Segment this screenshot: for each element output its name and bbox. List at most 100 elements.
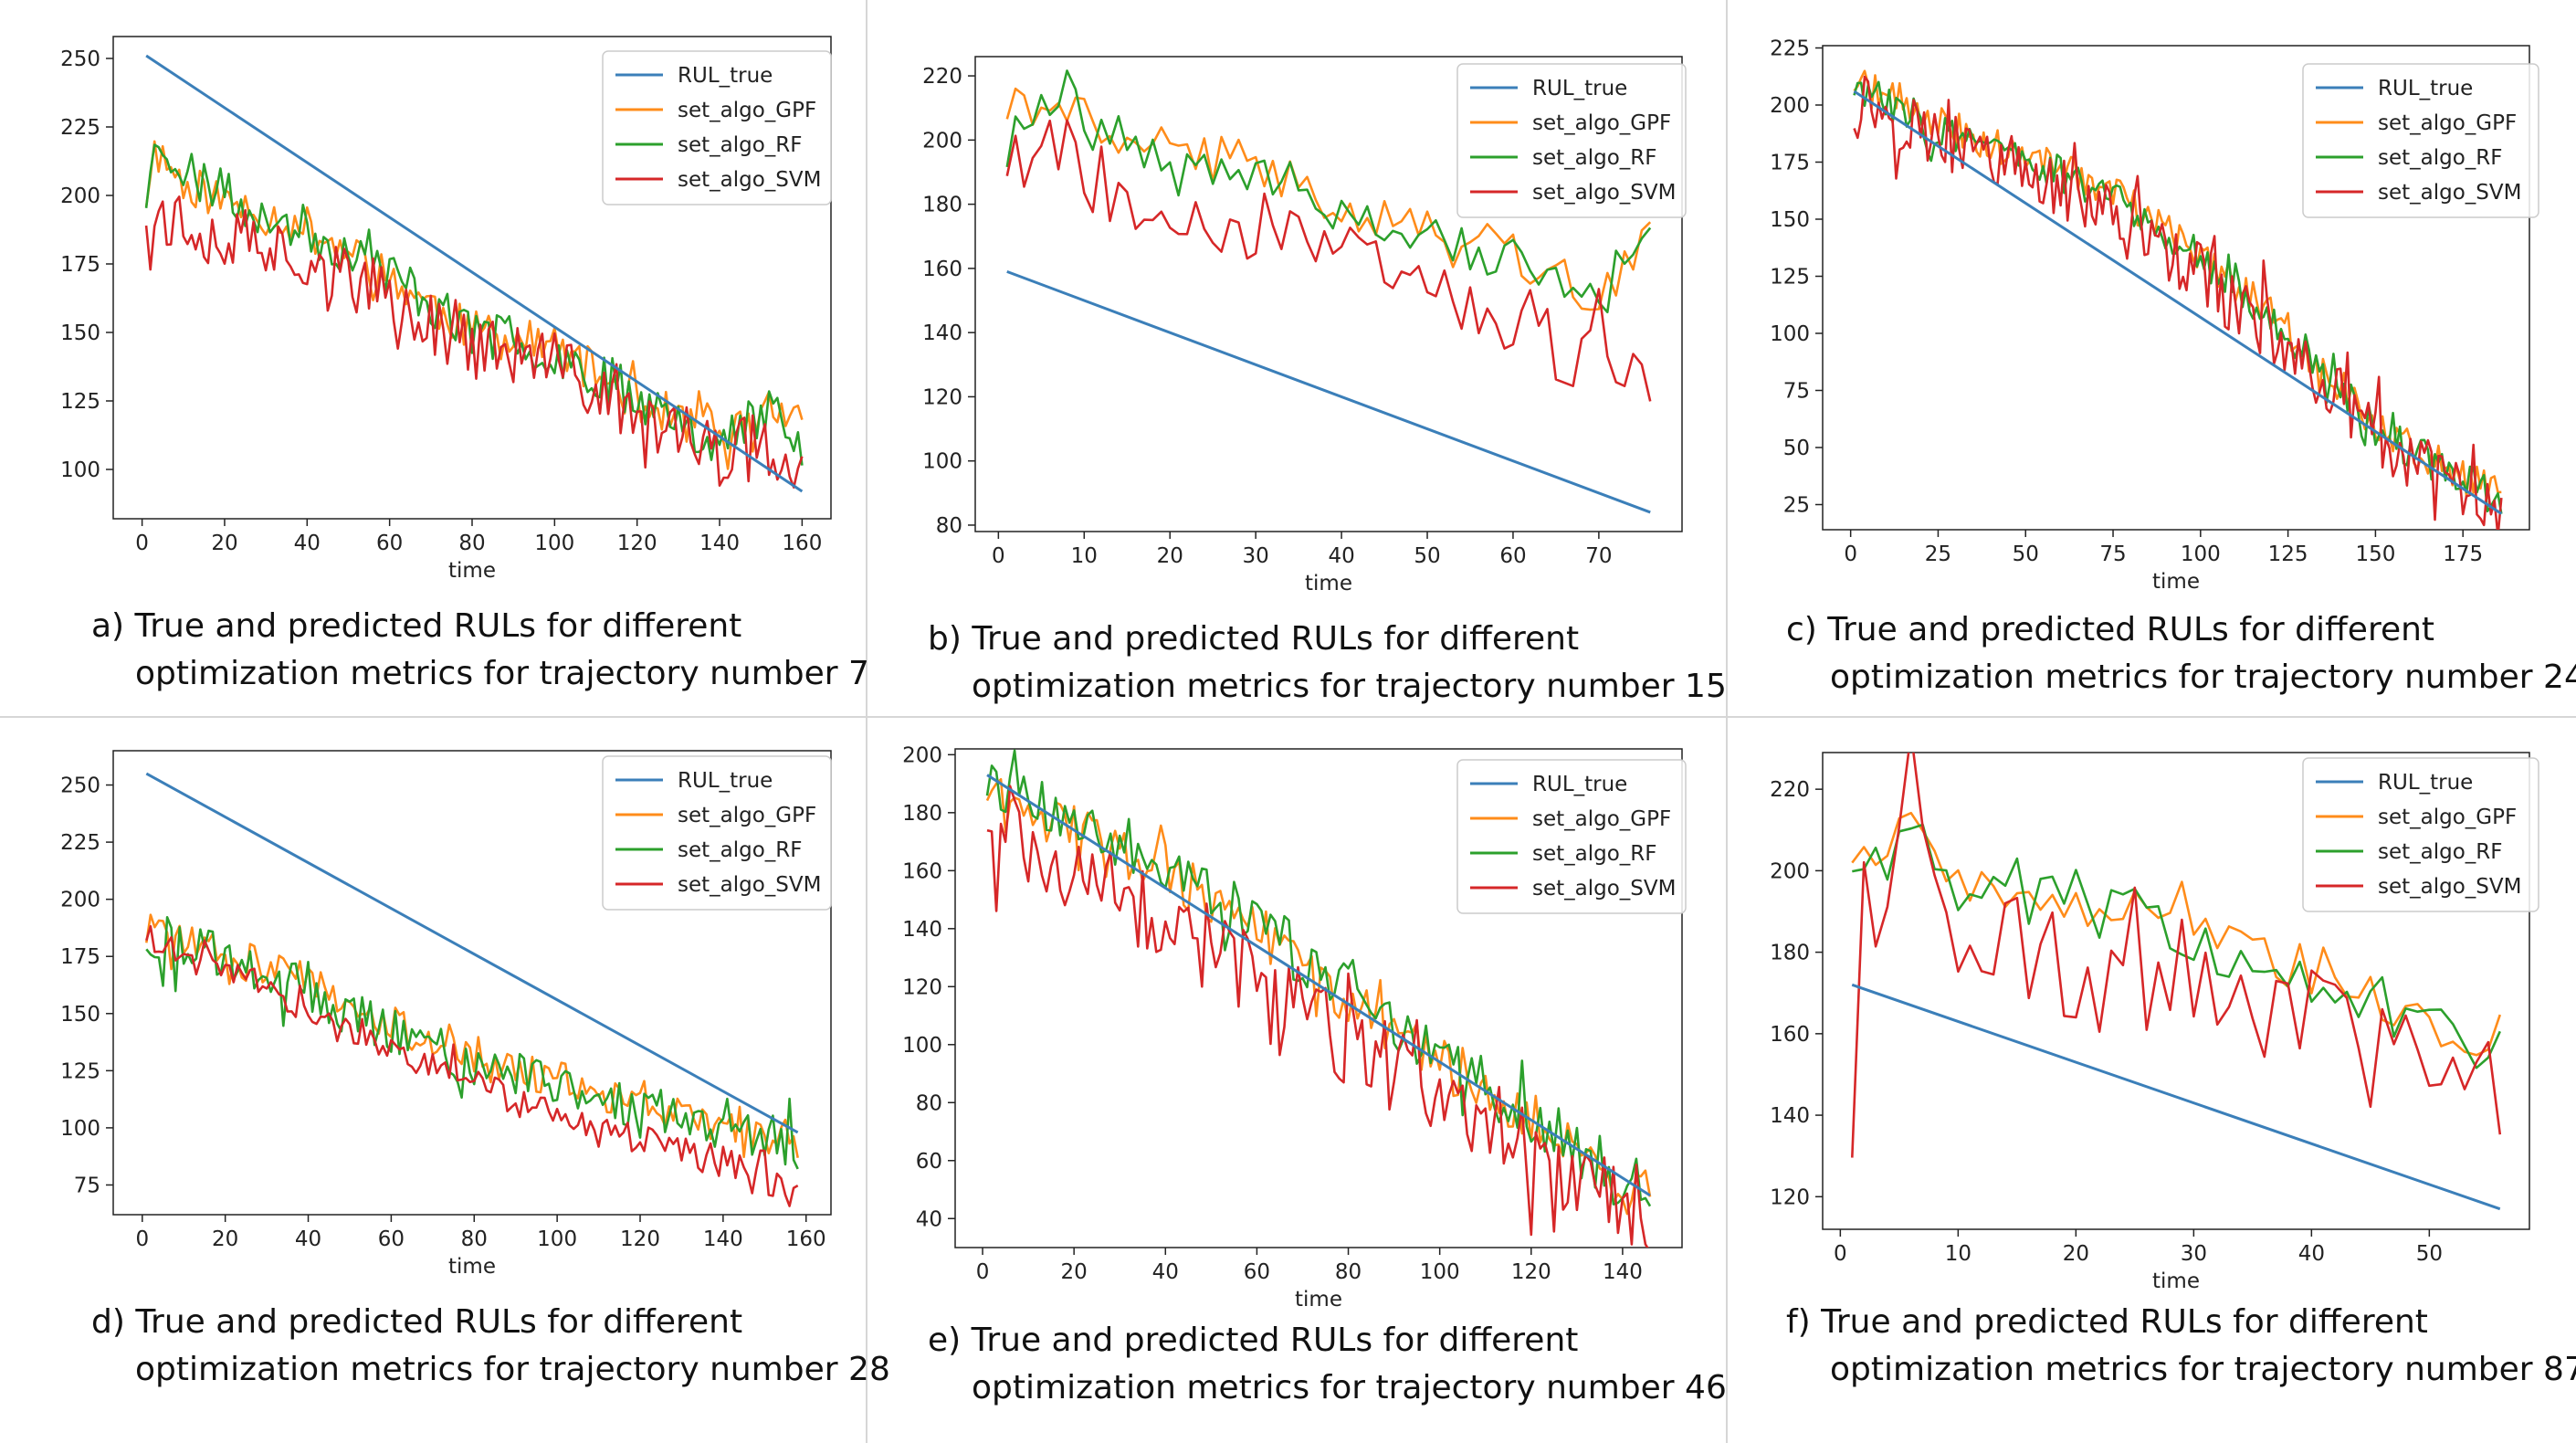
panel-e: 0 20 40 60 80 100 120 140 40 60 80 100 120 140 160 180 2… — [867, 718, 1727, 1443]
y-tick-label: 150 — [60, 321, 100, 345]
y-tick-label: 100 — [922, 450, 962, 474]
series-line-set_algo_SVM — [986, 785, 1649, 1248]
y-tick-label: 200 — [922, 129, 962, 153]
y-tick-label: 175 — [1770, 152, 1810, 175]
x-tick-label: 50 — [2416, 1242, 2443, 1266]
series-line-RUL_true — [1853, 90, 2503, 515]
x-tick-label: 50 — [2013, 542, 2039, 566]
y-tick-label: 175 — [60, 945, 100, 969]
series-group — [144, 54, 804, 493]
y-tick-label: 75 — [74, 1174, 100, 1197]
x-tick-label: 70 — [1585, 544, 1612, 568]
y-tick-label: 250 — [60, 47, 100, 71]
y-tick-label: 150 — [1770, 208, 1810, 232]
x-tick-label: 175 — [2443, 542, 2483, 566]
vertical-divider — [866, 0, 867, 1443]
x-tick-label: 40 — [1328, 544, 1354, 568]
legend-box — [602, 755, 832, 911]
legend-box — [1456, 759, 1687, 914]
chart-d: 0 20 40 60 80 100 120 140 160 75 100 125 150 175 200 22… — [60, 750, 832, 1279]
series-line-RUL_true — [1006, 270, 1651, 514]
series-line-set_algo_RF — [144, 143, 804, 466]
series-group — [1005, 69, 1652, 514]
y-tick-label: 200 — [1770, 94, 1810, 118]
y-tick-label: 180 — [1770, 942, 1810, 965]
y-tick-label: 120 — [1770, 1185, 1810, 1209]
caption-line: optimization metrics for trajectory numb… — [1830, 658, 2576, 696]
y-tick-label: 60 — [916, 1150, 942, 1174]
x-tick-label: 25 — [1925, 542, 1951, 566]
y-tick-label: 220 — [1770, 778, 1810, 802]
caption-line: optimization metrics for trajectory numb… — [135, 1351, 890, 1388]
series-line-set_algo_GPF — [1853, 69, 2502, 500]
x-tick-label: 140 — [703, 1227, 743, 1251]
x-tick-label: 0 — [135, 1227, 149, 1251]
y-tick-label: 175 — [60, 253, 100, 277]
x-tick-label: 125 — [2268, 542, 2308, 566]
legend-label: set_algo_RF — [678, 838, 803, 862]
y-tick-label: 150 — [60, 1003, 100, 1027]
caption-line: c) True and predicted RULs for different — [1786, 611, 2435, 648]
x-tick-label: 80 — [458, 532, 485, 555]
x-tick-label: 80 — [1335, 1260, 1362, 1284]
legend-label: RUL_true — [2378, 77, 2473, 100]
legend-label: set_algo_RF — [1532, 146, 1657, 170]
vertical-divider — [1726, 0, 1728, 1443]
caption-line: optimization metrics for trajectory numb… — [972, 668, 1727, 705]
x-tick-label: 0 — [992, 544, 1005, 568]
legend-label: RUL_true — [1532, 773, 1627, 796]
series-line-RUL_true — [145, 54, 804, 493]
x-axis-label: time — [2152, 570, 2200, 594]
y-tick-label: 100 — [1770, 322, 1810, 346]
panel-a: 0 20 40 60 80 100 120 140 160 100 125 150 175 200 225 2… — [0, 0, 869, 716]
series-line-set_algo_SVM — [1853, 75, 2503, 530]
y-tick-label: 80 — [936, 514, 962, 538]
caption-c: c) True and predicted RULs for different… — [1786, 606, 2576, 701]
legend-label: RUL_true — [2378, 771, 2473, 795]
series-line-set_algo_SVM — [1851, 753, 2502, 1158]
x-tick-label: 100 — [2181, 542, 2221, 566]
x-tick-label: 0 — [1844, 542, 1857, 566]
legend-label: set_algo_SVM — [1532, 181, 1677, 205]
legend-label: set_algo_RF — [1532, 842, 1657, 866]
x-tick-label: 40 — [295, 1227, 321, 1251]
y-tick-label: 100 — [60, 1117, 100, 1141]
series-line-set_algo_SVM — [145, 924, 799, 1207]
x-tick-label: 120 — [620, 1227, 660, 1251]
x-tick-label: 30 — [1243, 544, 1269, 568]
chart-e: 0 20 40 60 80 100 120 140 40 60 80 100 120 140 160 180 2… — [902, 743, 1687, 1311]
y-tick-label: 25 — [1783, 494, 1810, 518]
x-tick-label: 40 — [2298, 1242, 2325, 1266]
panel-f: 0 10 20 30 40 50 120 140 160 180 200 220 time RUL_tru… — [1728, 718, 2576, 1443]
x-tick-label: 60 — [378, 1227, 405, 1251]
x-tick-label: 80 — [461, 1227, 488, 1251]
legend-label: set_algo_SVM — [2378, 875, 2522, 899]
horizontal-divider — [0, 716, 2576, 718]
series-group — [985, 749, 1652, 1248]
x-axis-label: time — [448, 559, 496, 583]
legend-label: RUL_true — [1532, 77, 1627, 100]
caption-line: f) True and predicted RULs for different — [1786, 1303, 2428, 1341]
y-tick-label: 75 — [1783, 380, 1810, 404]
x-tick-label: 30 — [2181, 1242, 2207, 1266]
series-line-set_algo_RF — [1005, 69, 1652, 314]
x-tick-label: 40 — [1152, 1260, 1179, 1284]
x-tick-label: 120 — [617, 532, 657, 555]
series-line-set_algo_RF — [145, 916, 799, 1170]
x-tick-label: 50 — [1414, 544, 1440, 568]
x-tick-label: 20 — [2063, 1242, 2089, 1266]
y-tick-label: 250 — [60, 774, 100, 798]
legend-label: set_algo_GPF — [1532, 111, 1671, 135]
x-tick-label: 100 — [534, 532, 574, 555]
legend-label: set_algo_SVM — [678, 168, 822, 192]
y-tick-label: 50 — [1783, 437, 1810, 460]
y-tick-label: 140 — [1770, 1104, 1810, 1128]
y-tick-label: 100 — [902, 1034, 942, 1058]
legend-label: set_algo_RF — [678, 133, 803, 157]
series-line-RUL_true — [1851, 983, 2501, 1211]
x-tick-label: 20 — [1157, 544, 1183, 568]
y-tick-label: 225 — [60, 831, 100, 855]
caption-line: b) True and predicted RULs for different — [928, 620, 1580, 658]
x-tick-label: 140 — [1603, 1260, 1643, 1284]
